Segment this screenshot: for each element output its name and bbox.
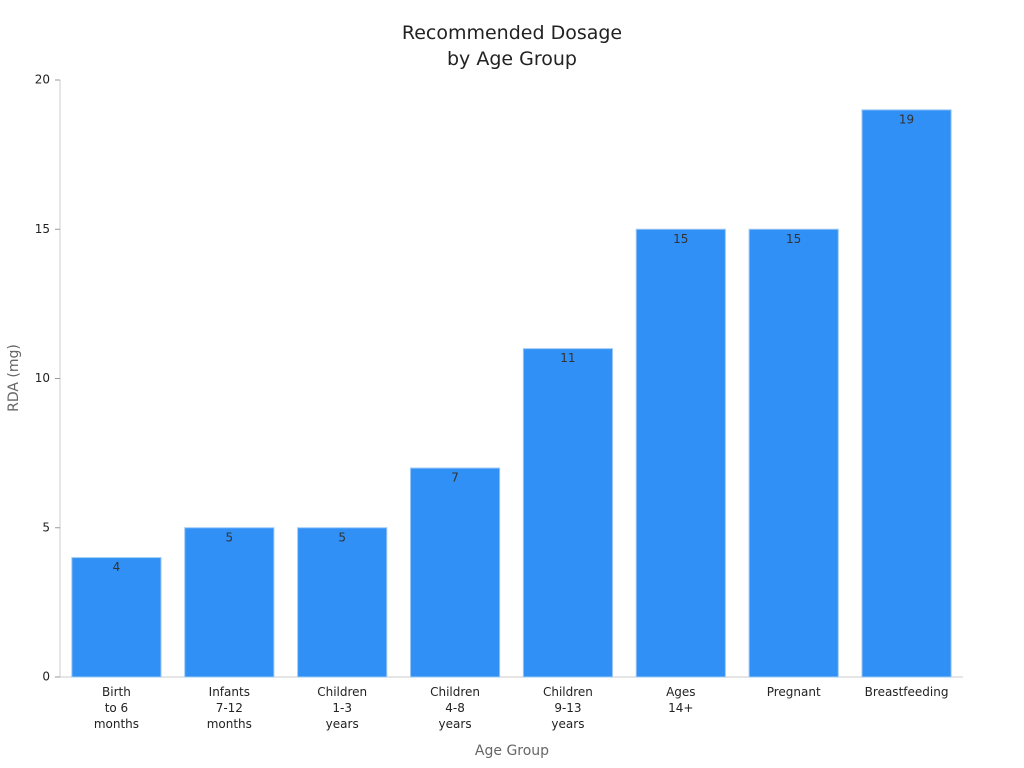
- x-tick-line: Birth: [102, 685, 131, 699]
- x-tick-line: Pregnant: [767, 685, 821, 699]
- x-tick-label: Children 1-3 years: [317, 685, 367, 731]
- bar: [184, 527, 275, 678]
- y-tick-label: 0: [42, 670, 50, 684]
- x-tick-line: 7-12: [216, 701, 243, 715]
- x-tick-line: years: [326, 717, 359, 731]
- x-tick-line: Children: [317, 685, 367, 699]
- x-tick-line: years: [439, 717, 472, 731]
- y-tick-label: 15: [35, 222, 50, 236]
- bar: [522, 348, 614, 678]
- x-tick-line: Breastfeeding: [865, 685, 949, 699]
- value-label: 15: [786, 232, 801, 246]
- x-tick-label: Children 9-13 years: [543, 685, 593, 731]
- value-label: 15: [673, 232, 688, 246]
- x-tick-line: 4-8: [445, 701, 465, 715]
- value-label: 11: [560, 351, 575, 365]
- y-tick-label: 10: [35, 371, 50, 385]
- bar: [297, 527, 388, 678]
- x-tick-label: Birth to 6 months: [94, 685, 139, 731]
- title-line: Recommended Dosage: [402, 22, 622, 44]
- chart-title: Recommended Dosage by Age Group: [402, 22, 622, 70]
- y-tick-label: 20: [35, 73, 50, 87]
- x-tick-line: Ages: [666, 685, 695, 699]
- x-tick-line: Children: [430, 685, 480, 699]
- value-label: 5: [225, 530, 233, 544]
- x-tick-label: Children 4-8 years: [430, 685, 480, 731]
- x-tick-line: Children: [543, 685, 593, 699]
- x-tick-line: to 6: [105, 701, 129, 715]
- x-tick-label: Infants 7-12 months: [207, 685, 252, 731]
- x-tick-line: 14+: [668, 701, 693, 715]
- x-tick-label: Pregnant: [767, 685, 821, 699]
- x-axis-title: Age Group: [475, 743, 549, 759]
- value-label: 5: [338, 530, 346, 544]
- bar: [71, 557, 162, 678]
- x-tick-line: months: [94, 717, 139, 731]
- bar: [748, 228, 839, 678]
- value-label: 4: [113, 560, 121, 574]
- bar: [635, 228, 726, 678]
- bar: [861, 109, 952, 678]
- x-tick-line: 1-3: [332, 701, 352, 715]
- y-axis-title: RDA (mg): [6, 344, 22, 412]
- value-label: 7: [451, 471, 459, 485]
- x-tick-line: months: [207, 717, 252, 731]
- value-label: 19: [899, 112, 914, 126]
- x-tick-line: Infants: [209, 685, 250, 699]
- title-line: by Age Group: [447, 48, 577, 70]
- y-tick-label: 5: [42, 520, 50, 534]
- x-tick-label: Breastfeeding: [865, 685, 949, 699]
- x-tick-line: years: [551, 717, 584, 731]
- x-tick-line: 9-13: [554, 701, 581, 715]
- x-tick-label: Ages 14+: [666, 685, 695, 715]
- bar: [409, 467, 501, 678]
